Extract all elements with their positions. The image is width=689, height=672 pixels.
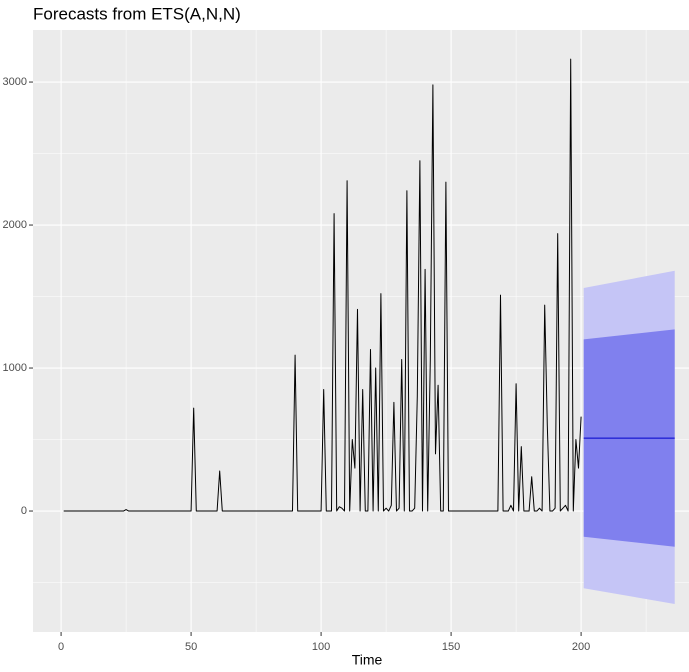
series-line: [63, 58, 582, 512]
x-tick-label: 200: [572, 641, 590, 653]
x-axis-label: Time: [352, 652, 383, 668]
x-tick-label: 150: [442, 641, 460, 653]
chart-title: Forecasts from ETS(A,N,N): [33, 4, 241, 23]
y-tick-label: 0: [21, 505, 27, 517]
y-tick-label: 3000: [3, 76, 27, 88]
x-tick-label: 0: [58, 641, 64, 653]
x-tick-label: 50: [185, 641, 197, 653]
y-tick-label: 1000: [3, 362, 27, 374]
y-tick-label: 2000: [3, 219, 27, 231]
x-tick-label: 100: [312, 641, 330, 653]
plot-panel: [33, 30, 689, 632]
